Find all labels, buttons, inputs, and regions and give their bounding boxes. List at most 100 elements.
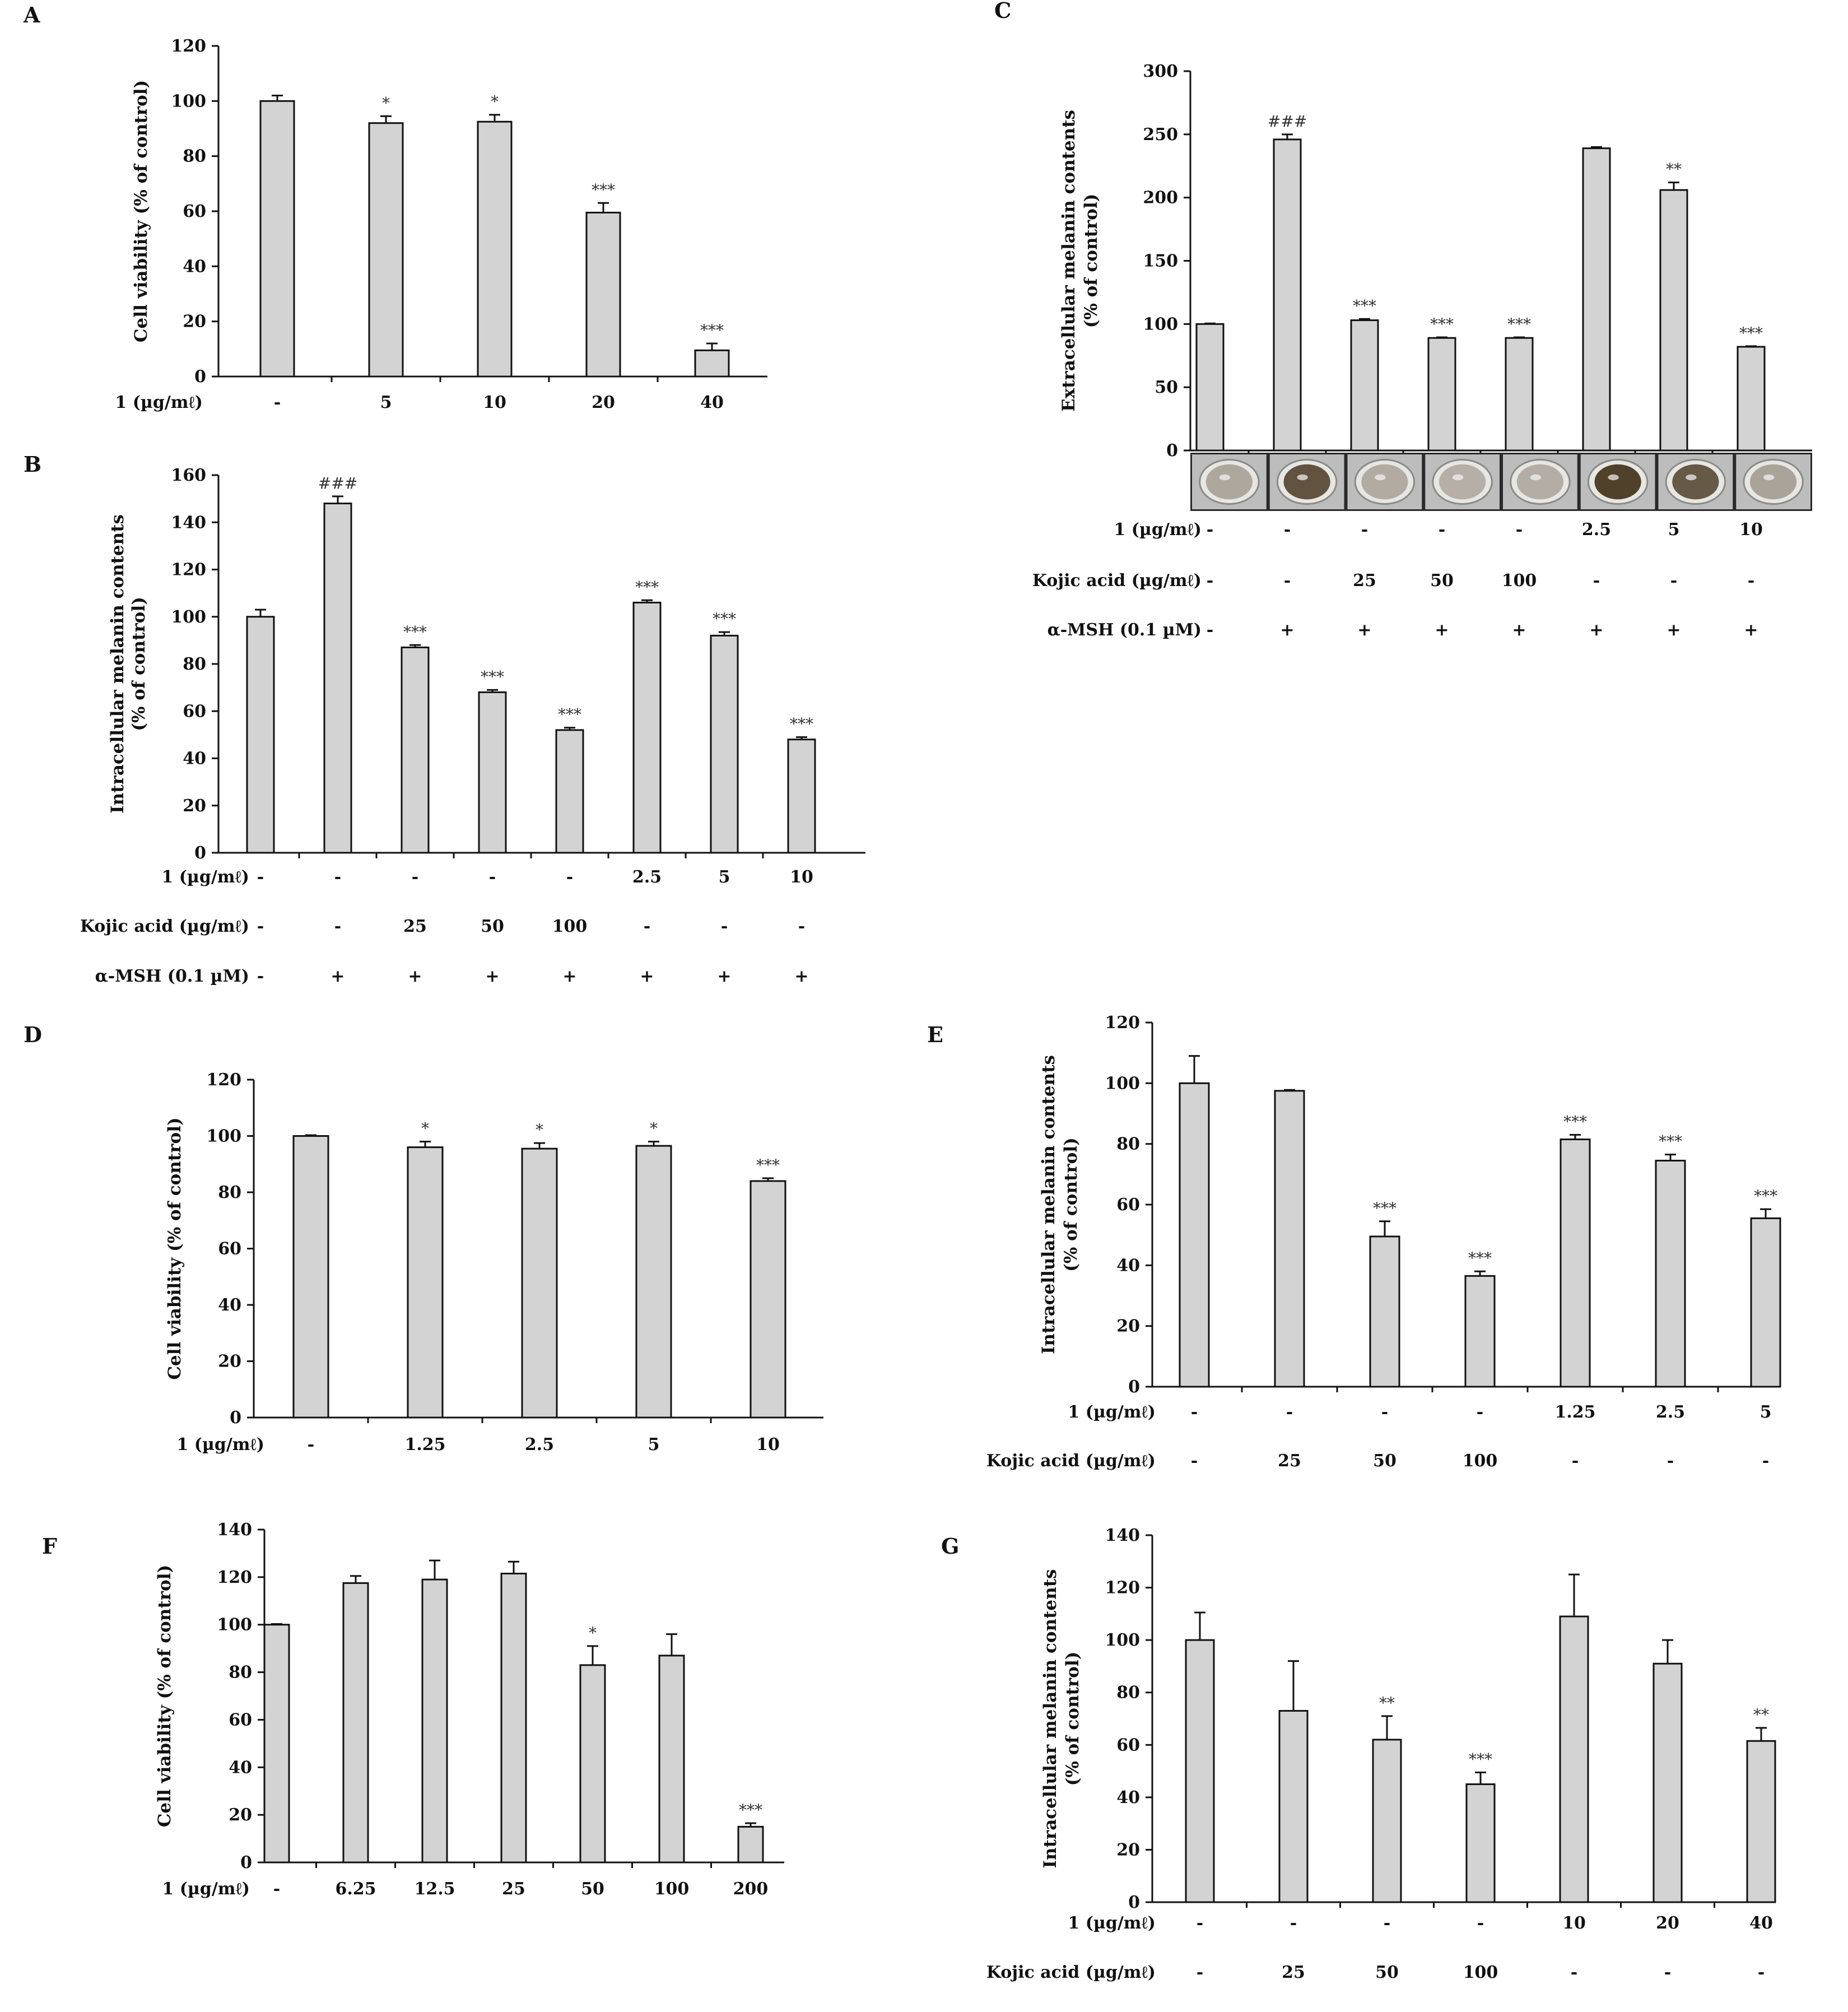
row-cell: 2.5 [632, 867, 662, 887]
row-cell: - [1284, 520, 1291, 540]
bar [1274, 1090, 1305, 1388]
significance-label: ** [1666, 160, 1682, 179]
row-cell: + [640, 966, 654, 986]
bar [401, 647, 430, 854]
y-tick-label: 0 [1166, 441, 1178, 461]
significance-label: * [589, 1624, 597, 1642]
row-cell: + [1357, 620, 1371, 640]
row-label: 1 (µg/mℓ) [1068, 1402, 1156, 1422]
y-tick-label: 100 [171, 607, 206, 627]
significance-label: *** [1468, 1249, 1492, 1267]
bar [555, 729, 584, 854]
y-tick-label: 120 [217, 1568, 252, 1587]
row-cell: 1.25 [404, 1435, 445, 1455]
row-cell: + [408, 966, 422, 986]
row-cell: - [1191, 1451, 1198, 1471]
row-cell: 10 [1562, 1913, 1586, 1933]
significance-label: *** [558, 705, 581, 724]
row-cell: - [489, 867, 496, 887]
significance-label: *** [592, 180, 615, 199]
row-cell: 10 [756, 1435, 780, 1455]
row-cell: - [1477, 1402, 1483, 1422]
bar [1655, 1159, 1686, 1388]
y-tick-label: 250 [1143, 125, 1178, 145]
y-tick-label: 60 [1116, 1195, 1140, 1215]
y-tick-label: 300 [1143, 62, 1178, 81]
row-cell: - [1207, 571, 1213, 591]
y-tick-label: 200 [1143, 188, 1178, 208]
row-cell: - [1286, 1402, 1293, 1422]
panel-d: D 0 20 40 60 80 100 120 Cell viability (% of con… [24, 1022, 823, 1455]
row-cell: - [257, 867, 264, 887]
row-cell: 100 [1502, 571, 1537, 591]
row-cell: - [1384, 1913, 1390, 1933]
row-cell: - [1381, 1402, 1388, 1422]
row-label: 1 (µg/mℓ) [161, 867, 249, 887]
bar [500, 1572, 527, 1864]
bar [1750, 1217, 1781, 1388]
bar [477, 120, 513, 378]
row-cell: - [1284, 571, 1291, 591]
significance-label: *** [1507, 315, 1531, 333]
y-tick-label: 100 [206, 1127, 241, 1146]
significance-label: *** [700, 321, 724, 340]
y-tick-label: 0 [194, 367, 206, 387]
well-medium [1516, 464, 1563, 500]
row-cell: + [1744, 620, 1758, 640]
bar [1278, 1709, 1309, 1903]
y-tick-label: 140 [171, 513, 206, 532]
well-medium [1283, 464, 1330, 500]
bar [1582, 147, 1611, 452]
row-cell: 50 [481, 917, 504, 936]
y-axis-title: Intracellular melanin contents [108, 514, 128, 814]
bar [1464, 1275, 1496, 1388]
y-tick-label: 40 [183, 257, 206, 276]
bar [737, 1825, 764, 1864]
significance-label: * [491, 92, 499, 111]
row-cell: - [1290, 1913, 1297, 1933]
row-cell: 1.25 [1554, 1402, 1595, 1422]
row-cell: 100 [552, 917, 588, 936]
bar [521, 1147, 558, 1419]
row-label: 1 (µg/mℓ) [1068, 1913, 1156, 1933]
y-tick-label: 150 [1143, 252, 1178, 271]
panel-a: A 0 20 40 60 80 100 120 Cell viability (% of con… [23, 2, 767, 412]
well-highlight [1375, 474, 1386, 481]
y-tick-label: 60 [1116, 1735, 1140, 1755]
bar [478, 691, 507, 854]
panel-letter-e: E [927, 1022, 943, 1047]
y-tick-label: 120 [1105, 1578, 1140, 1598]
bar [1350, 319, 1379, 452]
y-axis-title: Intracellular melanin contents [1040, 1569, 1060, 1869]
panel-letter-d: D [24, 1022, 42, 1047]
y-tick-label: 60 [183, 202, 206, 221]
row-cell: 40 [700, 393, 724, 412]
y-tick-label: 40 [1116, 1256, 1140, 1275]
row-cell: 6.25 [335, 1879, 376, 1899]
significance-label: *** [756, 1156, 780, 1174]
well-medium [1205, 464, 1253, 500]
y-tick-label: 20 [229, 1805, 252, 1825]
y-tick-label: 100 [1105, 1074, 1140, 1093]
row-cell: - [1670, 571, 1677, 591]
y-tick-label: 0 [240, 1853, 252, 1872]
row-cell: - [1207, 520, 1213, 540]
bar [1659, 189, 1688, 452]
panel-g: G 0 20 40 60 80 100 120 140 Intracellular melanin… [941, 1526, 1776, 1982]
row-cell: + [1589, 620, 1603, 640]
significance-label: *** [403, 622, 427, 641]
row-cell: - [1439, 520, 1445, 540]
bar [263, 1624, 290, 1864]
row-cell: - [1197, 1913, 1203, 1933]
significance-label: *** [635, 578, 659, 596]
y-tick-label: 0 [194, 843, 206, 863]
row-cell: - [1197, 1963, 1203, 1982]
y-tick-label: 0 [230, 1408, 241, 1428]
row-cell: 100 [654, 1879, 690, 1899]
row-cell: - [566, 867, 573, 887]
row-label: 1 (µg/mℓ) [162, 1879, 250, 1899]
y-tick-label: 120 [171, 36, 206, 56]
y-tick-label: 120 [171, 560, 206, 580]
y-tick-label: 40 [183, 749, 206, 769]
y-tick-label: 60 [218, 1239, 241, 1259]
